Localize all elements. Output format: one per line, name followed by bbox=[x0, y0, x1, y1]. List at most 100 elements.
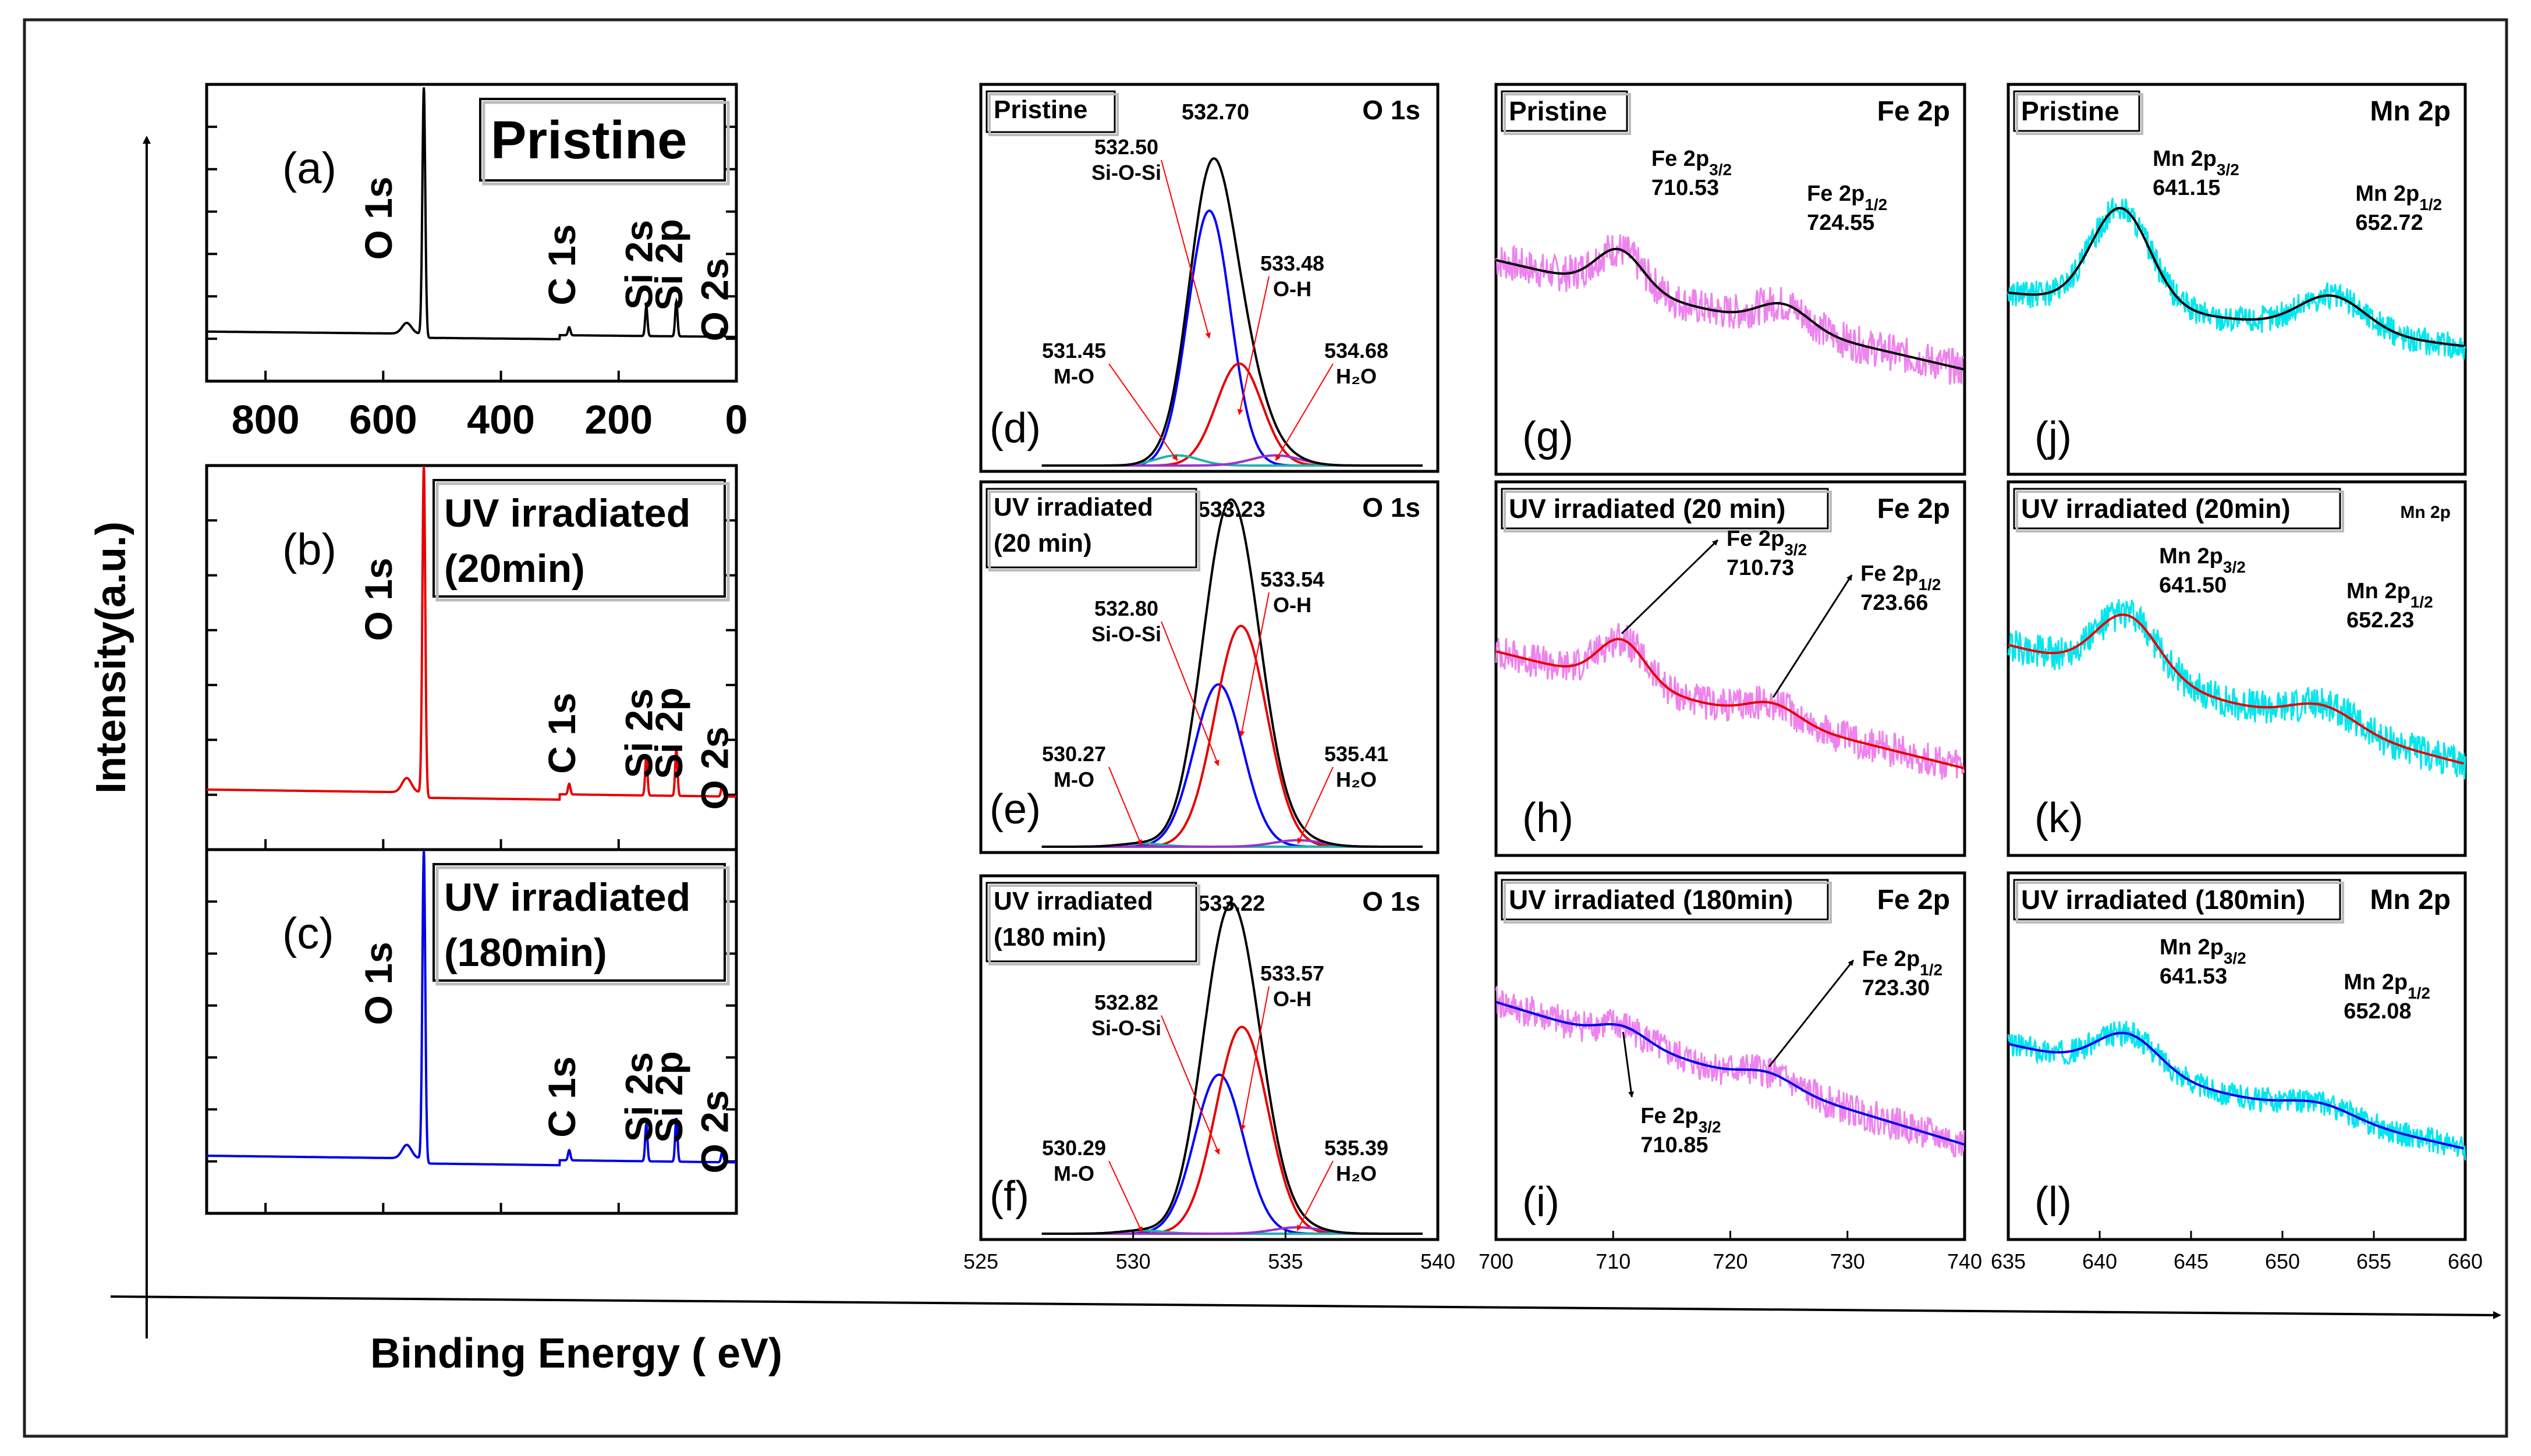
o1s-d-title-box bbox=[986, 90, 1116, 133]
fe2p-i-title: UV irradiated (180min) bbox=[1509, 885, 1793, 915]
fe2p-h-frame bbox=[1494, 480, 1966, 857]
mn2p-l-xtick-label: 650 bbox=[2265, 1249, 2300, 1273]
fe2p-h-peak-label: Fe 2p3/2 bbox=[1727, 527, 1807, 559]
o1s-e-panel-label: (e) bbox=[990, 786, 1041, 833]
fe2p-h-panel-label: (h) bbox=[1522, 795, 1573, 841]
mn2p-k-fit bbox=[2008, 613, 2464, 765]
fe2p-g-peak-value: 710.53 bbox=[1651, 176, 1719, 200]
o1s-d-component-value: 534.68 bbox=[1324, 339, 1388, 363]
fe2p-h-chart: UV irradiated (20 min) Fe 2p Fe 2p3/2710.7… bbox=[1495, 488, 1965, 841]
mn2p-j-panel-label: (j) bbox=[2034, 414, 2072, 460]
fe2p-i-chart: UV irradiated (180min) Fe 2p Fe 2p3/2710.8… bbox=[1479, 879, 1982, 1273]
survey-a-xtick-label: 800 bbox=[232, 397, 300, 442]
o1s-d-frame bbox=[979, 83, 1440, 473]
o1s-e-component-arrow bbox=[1161, 621, 1220, 766]
mn2p-l-xtick-label: 660 bbox=[2448, 1249, 2483, 1273]
o1s-d-title-line: Pristine bbox=[994, 95, 1087, 124]
survey-a-peak-label: Si 2p bbox=[647, 219, 690, 311]
survey-a-xtick-label: 600 bbox=[349, 397, 417, 442]
o1s-f-xtick-label: 535 bbox=[1268, 1249, 1303, 1273]
o1s-e-element-label: O 1s bbox=[1362, 492, 1420, 523]
o1s-d-component-arrow bbox=[1237, 276, 1270, 416]
mn2p-k-peak-label: Mn 2p3/2 bbox=[2159, 544, 2246, 576]
survey-c-peak-label: C 1s bbox=[540, 1056, 583, 1137]
fe2p-h-title: UV irradiated (20 min) bbox=[1509, 493, 1785, 524]
mn2p-l-xtick-label: 635 bbox=[1991, 1249, 2026, 1273]
mn2p-l-raw-data bbox=[2007, 1021, 2466, 1160]
o1s-e-component-arrow bbox=[1239, 592, 1270, 737]
o1s-f-envelope-label: 533.22 bbox=[1197, 892, 1265, 916]
mn2p-k-peak-value: 652.23 bbox=[2346, 608, 2414, 633]
fe2p-h-fit bbox=[1495, 638, 1965, 770]
o1s-d-component-value: 532.50 bbox=[1094, 135, 1158, 159]
survey-c-panel-label: (c) bbox=[282, 909, 334, 958]
mn2p-j-peak-value: 652.72 bbox=[2355, 211, 2423, 235]
mn2p-l-fit bbox=[2008, 1032, 2464, 1150]
fe2p-g-peak-label: Fe 2p1/2 bbox=[1807, 182, 1887, 214]
survey-b-peak-label: Si 2p bbox=[647, 687, 690, 779]
survey-b-title-box bbox=[433, 479, 726, 598]
mn2p-k-element-label: Mn 2p bbox=[2400, 503, 2451, 522]
mn2p-l-peak-label: Mn 2p1/2 bbox=[2344, 970, 2430, 1002]
survey-c-title-box bbox=[433, 863, 726, 982]
o1s-f-component-arrow bbox=[1296, 1160, 1334, 1231]
o1s-f-xtick-label: 540 bbox=[1420, 1249, 1455, 1273]
mn2p-l-xtick-label: 645 bbox=[2174, 1249, 2209, 1273]
fe2p-i-xtick-label: 730 bbox=[1830, 1249, 1865, 1273]
figure-x-label: Binding Energy ( eV) bbox=[370, 1330, 782, 1377]
fe2p-i-title-shadow bbox=[1504, 882, 1832, 924]
o1s-d-element-label: O 1s bbox=[1362, 95, 1420, 125]
fe2p-i-panel-label: (i) bbox=[1522, 1179, 1559, 1226]
o1s-e-title-box bbox=[986, 488, 1197, 569]
fe2p-h-peak-label: Fe 2p1/2 bbox=[1860, 562, 1941, 594]
o1s-f-component-name: O-H bbox=[1273, 987, 1311, 1011]
survey-b-title-shadow bbox=[435, 482, 730, 602]
o1s-f-panel-label: (f) bbox=[990, 1173, 1029, 1220]
fe2p-g-panel-label: (g) bbox=[1522, 414, 1573, 460]
o1s-f-component-name: Si-O-Si bbox=[1091, 1016, 1161, 1040]
o1s-e-envelope bbox=[1041, 498, 1423, 848]
o1s-f-title-line: UV irradiated bbox=[994, 887, 1153, 915]
survey-c-title-line: UV irradiated bbox=[444, 875, 690, 919]
survey-b-peak-label: O 2s bbox=[693, 726, 736, 809]
o1s-f-component-arrow bbox=[1240, 986, 1270, 1131]
survey-c-title-shadow bbox=[435, 866, 730, 986]
o1s-e-component-value: 535.41 bbox=[1324, 742, 1388, 766]
survey-b-peak-label: O 1s bbox=[357, 557, 400, 641]
fe2p-g-element-label: Fe 2p bbox=[1877, 96, 1950, 127]
mn2p-j-title-box bbox=[2013, 90, 2140, 132]
mn2p-l-peak-label: Mn 2p3/2 bbox=[2160, 935, 2246, 967]
fe2p-g-title: Pristine bbox=[1509, 96, 1607, 126]
o1s-d-component-arrow bbox=[1108, 363, 1178, 461]
fe2p-i-raw-data bbox=[1495, 986, 1965, 1158]
survey-c-peak-label: O 1s bbox=[357, 942, 400, 1025]
o1s-e-component-name: Si-O-Si bbox=[1091, 622, 1161, 646]
o1s-e-component-name: O-H bbox=[1273, 593, 1311, 617]
mn2p-k-panel-label: (k) bbox=[2034, 795, 2083, 841]
fe2p-i-xtick-label: 710 bbox=[1596, 1249, 1630, 1273]
o1s-f-chart: 533.22 O 1s UV irradiated (180 min) 532.82Si… bbox=[963, 882, 1455, 1273]
o1s-e-component-name: H₂O bbox=[1336, 768, 1377, 791]
fe2p-h-peak-value: 723.66 bbox=[1860, 591, 1928, 615]
o1s-e-frame bbox=[979, 480, 1440, 854]
fe2p-i-peak-label: Fe 2p3/2 bbox=[1640, 1104, 1721, 1136]
mn2p-l-peak-value: 652.08 bbox=[2344, 999, 2411, 1024]
mn2p-k-peak-label: Mn 2p1/2 bbox=[2346, 579, 2433, 611]
o1s-e-chart: 533.23 O 1s UV irradiated (20 min) 532.80Si-… bbox=[986, 488, 1423, 848]
fe2p-g-title-box bbox=[1501, 90, 1628, 132]
fe2p-i-element-label: Fe 2p bbox=[1877, 885, 1950, 915]
mn2p-k-title-box bbox=[2013, 488, 2341, 530]
survey-a-xtick-label: 200 bbox=[584, 397, 653, 442]
x-axis-arrow bbox=[110, 1295, 2501, 1319]
survey-a-peak-label: O 2s bbox=[693, 258, 736, 341]
o1s-f-component-value: 533.57 bbox=[1260, 961, 1324, 985]
fe2p-i-xtick-label: 740 bbox=[1947, 1249, 1982, 1273]
mn2p-l-frame bbox=[2007, 871, 2467, 1241]
survey-a-xtick-label: 400 bbox=[467, 397, 535, 442]
o1s-d-title-shadow bbox=[988, 93, 1119, 136]
survey-a-title-box bbox=[479, 98, 726, 182]
